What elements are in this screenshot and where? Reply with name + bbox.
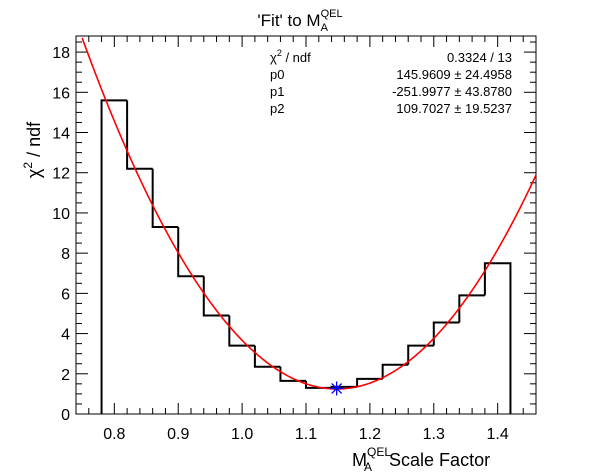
y-tick-label: 14 — [52, 126, 70, 143]
histogram-bin — [177, 227, 204, 278]
x-tick-labels: 0.8 0.9 1.0 1.1 1.2 1.3 1.4 — [103, 426, 509, 443]
fit-stats-box: χ2 / ndf 0.3324 / 13 p0 145.9609 ± 24.49… — [270, 48, 512, 116]
title-main: 'Fit' to M — [257, 11, 320, 30]
y-tick-labels: 0 2 4 6 8 10 12 14 16 18 — [52, 45, 70, 424]
stat-name-chi2: χ2 / ndf — [270, 48, 311, 65]
histogram-bin — [126, 100, 153, 170]
y-tick-label: 4 — [61, 327, 70, 344]
histogram — [100, 99, 512, 414]
xlabel-main: M — [352, 450, 367, 470]
stat-value-chi2: 0.3324 / 13 — [447, 50, 512, 65]
stat-name-p0: p0 — [270, 67, 284, 82]
histogram-bin — [407, 344, 434, 365]
y-tick-label: 8 — [61, 246, 70, 263]
stat-value-p0: 145.9609 ± 24.4958 — [396, 67, 512, 82]
xlabel-rest: Scale Factor — [384, 450, 490, 470]
histogram-bin — [458, 294, 485, 323]
ylabel-sup: 2 — [21, 162, 35, 169]
stat-name-p1: p1 — [270, 84, 284, 99]
fit-curve-group — [81, 37, 537, 390]
y-axis-label: χ2 / ndf — [21, 121, 44, 178]
y-tick-label: 18 — [52, 45, 70, 62]
stat-name-p2: p2 — [270, 101, 284, 116]
x-tick-label: 1.2 — [359, 426, 381, 443]
xlabel-sub: A — [364, 460, 372, 472]
y-tick-label: 2 — [61, 367, 70, 384]
x-tick-label: 1.3 — [423, 426, 445, 443]
fit-curve — [81, 37, 537, 390]
stat-value-p1: -251.9977 ± 43.8780 — [392, 84, 512, 99]
x-tick-label: 0.8 — [103, 426, 125, 443]
x-axis-label: MQEL A Scale Factor — [352, 445, 490, 472]
histogram-bin — [356, 377, 383, 387]
histogram-bin — [330, 385, 358, 388]
y-tick-label: 16 — [52, 85, 70, 102]
x-tick-label: 1.0 — [231, 426, 253, 443]
title-sup: QEL — [321, 8, 343, 20]
minimum-marker-stroke — [331, 383, 343, 394]
x-tick-label: 1.4 — [487, 426, 509, 443]
chart-title: 'Fit' to MQEL A — [257, 8, 342, 34]
y-tick-label: 0 — [61, 407, 70, 424]
histogram-bin — [151, 168, 179, 229]
title-sub: A — [321, 22, 329, 34]
x-tick-label: 1.1 — [295, 426, 317, 443]
axis-ticks — [75, 36, 537, 415]
y-tick-label: 6 — [61, 286, 70, 303]
ylabel-chi: χ — [24, 168, 44, 178]
y-tick-label: 12 — [52, 166, 70, 183]
y-tick-label: 10 — [52, 206, 70, 223]
histogram-bin — [381, 363, 409, 379]
x-tick-label: 0.9 — [167, 426, 189, 443]
histogram-bin — [100, 99, 128, 414]
ylabel-rest: / ndf — [24, 121, 44, 162]
stat-value-p2: 109.7027 ± 19.5237 — [396, 101, 512, 116]
histogram-bin — [483, 262, 512, 414]
xlabel-sup: QEL — [367, 445, 391, 459]
minimum-marker — [329, 381, 344, 396]
